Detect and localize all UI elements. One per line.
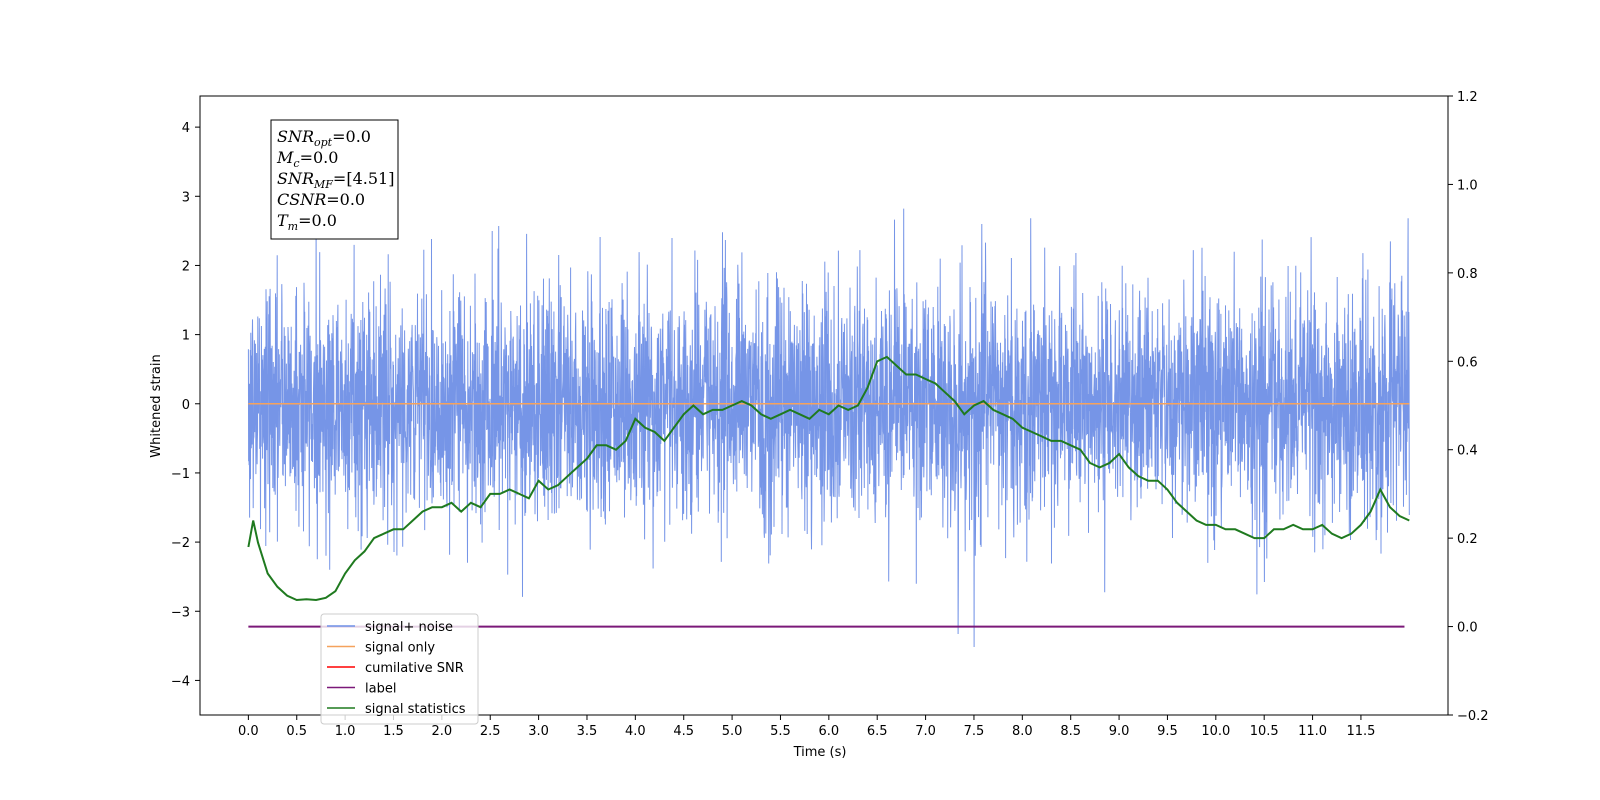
legend: signal+ noise signal only cumilative SNR la…	[320, 613, 479, 725]
x-tick-label: 2.0	[432, 724, 453, 739]
annotation-line: SNRMF=[4.51]	[277, 169, 394, 191]
x-tick-label: 0.5	[286, 724, 307, 739]
annotation-value: =0.0	[326, 190, 365, 209]
x-tick-label: 3.5	[577, 724, 598, 739]
y-axis-right: 1.2 1.0 0.8 0.6 0.4 0.2 0.0 −0.2	[1448, 90, 1489, 724]
x-tick-label: 9.5	[1157, 724, 1178, 739]
x-tick-label: 4.0	[625, 724, 646, 739]
x-tick-label: 9.0	[1109, 724, 1130, 739]
y-tick-label: −1	[171, 467, 190, 482]
legend-entry-label: signal only	[365, 641, 435, 656]
x-tick-label: 7.5	[964, 724, 985, 739]
annotation-subscript: c	[293, 157, 299, 170]
y-tick-label: −3	[171, 605, 190, 620]
y-tick-label: 4	[182, 121, 190, 136]
x-tick-label: 0.0	[238, 724, 259, 739]
y-tick-label: 2	[182, 259, 190, 274]
annotation-symbol: CSNR	[277, 190, 326, 209]
legend-entry-label: signal statistics	[365, 702, 466, 717]
annotation-symbol: M	[276, 148, 294, 167]
plot-frame	[199, 95, 1449, 716]
y2-tick-label: 0.4	[1457, 444, 1478, 459]
x-tick-label: 2.5	[480, 724, 501, 739]
series-signal-statistics	[247, 355, 1410, 602]
annotation-subscript: m	[288, 220, 298, 233]
y2-tick-label: 0.2	[1457, 532, 1478, 547]
x-tick-label: 10.5	[1250, 724, 1279, 739]
x-tick-label: 6.0	[818, 724, 839, 739]
metrics-annotation-box: SNRopt=0.0Mc=0.0SNRMF=[4.51]CSNR=0.0Tm=0…	[270, 119, 399, 240]
y-tick-label: −4	[171, 674, 190, 689]
y2-tick-label: 0.8	[1457, 267, 1478, 282]
legend-frame	[320, 613, 479, 725]
annotation-line: SNRopt=0.0	[277, 127, 371, 149]
x-tick-label: 8.5	[1060, 724, 1081, 739]
legend-entry-label: signal+ noise	[365, 620, 453, 635]
annotation-line: Mc=0.0	[276, 148, 338, 170]
y2-tick-label: 0.0	[1457, 621, 1478, 636]
x-tick-label: 6.5	[867, 724, 888, 739]
x-tick-label: 11.0	[1298, 724, 1327, 739]
x-tick-label: 5.0	[722, 724, 743, 739]
y2-tick-label: −0.2	[1457, 709, 1489, 724]
x-axis-label: Time (s)	[793, 745, 847, 760]
y2-tick-label: 0.6	[1457, 355, 1478, 370]
annotation-frame	[270, 119, 399, 240]
y-axis-left: 4 3 2 1 0 −1 −2 −3 −4	[171, 121, 200, 689]
x-tick-label: 7.0	[915, 724, 936, 739]
y-tick-label: −2	[171, 536, 190, 551]
annotation-value: =0.0	[298, 211, 337, 230]
y2-tick-label: 1.0	[1457, 178, 1478, 193]
annotation-subscript: opt	[314, 136, 333, 149]
legend-entry-label: cumilative SNR	[365, 661, 464, 676]
annotation-symbol: SNR	[277, 127, 314, 146]
x-tick-label: 3.0	[528, 724, 549, 739]
legend-entry-label: label	[365, 682, 396, 697]
x-tick-label: 4.5	[673, 724, 694, 739]
y-axis-label: Whitened strain	[149, 354, 164, 457]
annotation-value: =[4.51]	[333, 169, 395, 188]
x-tick-label: 8.0	[1012, 724, 1033, 739]
y-tick-label: 3	[182, 190, 190, 205]
annotation-symbol: T	[277, 211, 289, 230]
annotation-line: Tm=0.0	[277, 211, 337, 233]
x-tick-label: 10.0	[1201, 724, 1230, 739]
annotation-value: =0.0	[332, 127, 371, 146]
y-tick-label: 1	[182, 329, 190, 344]
x-axis: 0.0 0.5 1.0 1.5 2.0 2.5 3.0 3.5 4.0 4.5 5.0 5.5 6.0 6…	[238, 715, 1375, 739]
annotation-line: CSNR=0.0	[277, 190, 365, 209]
x-tick-label: 11.5	[1346, 724, 1375, 739]
annotation-value: =0.0	[300, 148, 339, 167]
x-tick-label: 1.0	[335, 724, 356, 739]
x-tick-label: 5.5	[770, 724, 791, 739]
y-tick-label: 0	[182, 398, 190, 413]
y2-tick-label: 1.2	[1457, 90, 1478, 105]
annotation-symbol: SNR	[277, 169, 314, 188]
annotation-subscript: MF	[313, 178, 333, 191]
x-tick-label: 1.5	[383, 724, 404, 739]
series-signal-noise	[247, 208, 1410, 648]
